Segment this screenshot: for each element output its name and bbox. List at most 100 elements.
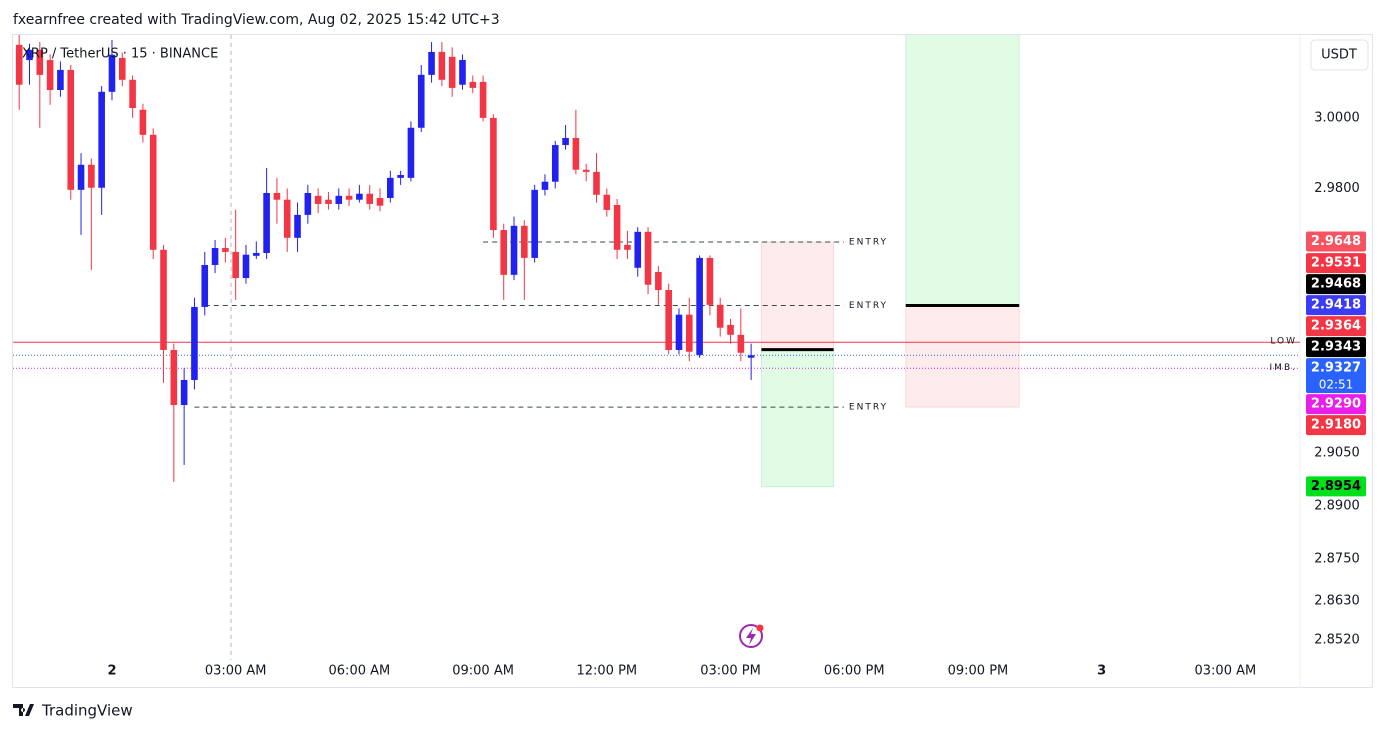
price-label: 2.8954: [1311, 479, 1361, 494]
price-label: 2.9531: [1311, 256, 1361, 271]
candle-body: [222, 248, 229, 252]
price-label-bg: [1306, 476, 1366, 497]
price-label-bg: [1306, 316, 1366, 337]
candle-body: [727, 324, 734, 335]
header: fxearnfree created with TradingView.com,…: [13, 12, 500, 28]
candle-body: [716, 304, 724, 328]
candle-body: [438, 51, 446, 80]
candle-body: [273, 193, 281, 200]
y-tick-label: 2.8630: [1314, 594, 1360, 609]
tradingview-logo: [13, 704, 34, 716]
candle-body: [706, 257, 714, 305]
y-tick-label: 2.8900: [1314, 498, 1360, 513]
chart-frame: [12, 34, 1373, 688]
candle-body: [67, 69, 75, 190]
x-tick-label: 03:00 PM: [700, 664, 761, 679]
currency-button[interactable]: [1310, 39, 1369, 71]
candle-body: [407, 127, 415, 178]
candle-body: [356, 193, 363, 200]
candle-body: [345, 195, 353, 200]
candle-body: [448, 56, 456, 88]
candle-body: [139, 109, 147, 135]
candle-body: [88, 164, 95, 188]
candle-body: [428, 51, 435, 75]
candle-body: [665, 290, 672, 350]
x-tick-label: 12:00 PM: [576, 664, 637, 679]
price-label-bg: [1306, 274, 1366, 295]
candle-body: [593, 171, 600, 195]
price-label-bg: [1306, 358, 1366, 394]
candle-body: [562, 137, 569, 146]
candle-body: [397, 175, 404, 178]
candle-body: [252, 252, 260, 256]
y-tick-label: 3.0000: [1314, 110, 1360, 125]
candle-body: [613, 205, 621, 250]
price-label-bg: [1306, 231, 1366, 252]
level-label: LOW: [1270, 337, 1297, 347]
candle-body: [46, 60, 54, 91]
candle-body: [294, 214, 301, 238]
candle-body: [98, 91, 105, 188]
price-label-bg: [1306, 415, 1366, 436]
candle-body: [26, 49, 33, 61]
x-tick-label: 03:00 AM: [1195, 664, 1257, 679]
y-tick-label: 2.9800: [1314, 181, 1360, 196]
plot-area: [13, 35, 1300, 488]
candle-body: [696, 257, 703, 355]
candle-body: [36, 49, 44, 75]
candle-body: [325, 199, 332, 204]
candle-body: [572, 137, 580, 170]
candle-body: [603, 194, 611, 210]
price-label-bg: [1306, 253, 1366, 274]
candle-body: [15, 44, 23, 85]
price-label-bg: [1306, 295, 1366, 316]
candle-body: [490, 117, 497, 231]
candle-body: [624, 244, 631, 250]
symbol-legend: XRP / TetherUS · 15 · BINANCE: [22, 47, 218, 62]
price-label: 2.9364: [1311, 319, 1361, 334]
candle-body: [644, 231, 652, 285]
candle-body: [242, 254, 250, 279]
x-tick-label: 09:00 AM: [452, 664, 514, 679]
y-tick-label: 2.9050: [1314, 445, 1360, 460]
candle-body: [551, 145, 559, 182]
candle-body: [655, 272, 662, 291]
candle-body: [634, 231, 642, 268]
candle-body: [479, 81, 487, 118]
candle-body: [191, 306, 198, 380]
candle-body: [387, 177, 394, 198]
x-tick-label: 2: [107, 664, 116, 679]
level-label: ENTRY: [849, 301, 888, 311]
price-label: 2.9418: [1311, 298, 1361, 313]
currency-label: USDT: [1321, 48, 1357, 63]
y-tick-label: 2.8750: [1314, 551, 1360, 566]
candle-body: [675, 314, 683, 350]
candle-body: [335, 195, 343, 204]
candle-body: [314, 195, 322, 204]
candle-body: [417, 74, 425, 128]
x-tick-label: 03:00 AM: [205, 664, 267, 679]
position-stop-zone: [760, 241, 835, 351]
candle-body: [283, 199, 291, 238]
candle-body: [541, 181, 549, 190]
candle-body: [77, 164, 85, 190]
alert-icon[interactable]: [739, 624, 764, 648]
candle-body: [170, 349, 178, 405]
brand: TradingView: [41, 702, 133, 720]
x-tick-label: 3: [1097, 664, 1106, 679]
price-label: 2.9180: [1311, 418, 1361, 433]
candle-body: [521, 225, 528, 258]
price-label: 2.9468: [1311, 277, 1361, 292]
candle-body: [531, 189, 538, 258]
candle-body: [180, 379, 188, 405]
price-label-bg: [1306, 337, 1366, 358]
countdown-label: 02:51: [1319, 378, 1354, 392]
candle-body: [304, 193, 312, 215]
candle-body: [160, 249, 167, 350]
candle-body: [201, 264, 209, 307]
price-label: 2.9648: [1311, 234, 1361, 249]
candle-body: [469, 81, 477, 88]
candle-body: [582, 169, 590, 172]
candle-body: [459, 60, 466, 85]
price-label: 2.9290: [1311, 397, 1361, 412]
